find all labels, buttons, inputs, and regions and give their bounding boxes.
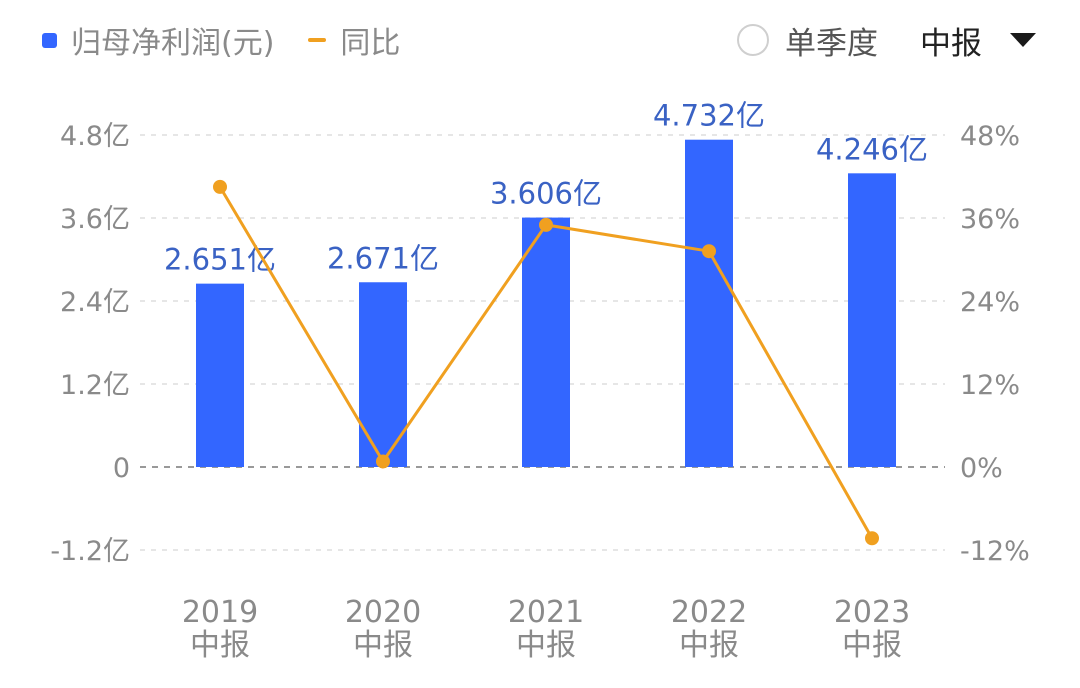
bar-series-swatch [42,32,57,48]
period-dropdown[interactable]: 中报 [920,18,1036,63]
x-category-label: 2019 [182,595,258,630]
period-dropdown-value: 中报 [920,25,982,62]
bar-data-label: 2.651亿 [164,243,276,277]
yoy-point [213,179,227,194]
caret-down-icon [1010,33,1036,47]
yoy-point [539,217,553,232]
x-category-label: 中报 [842,628,902,663]
legend-item-net-profit[interactable]: 归母净利润(元) [42,18,274,62]
y-left-tick-label: 4.8亿 [60,121,130,152]
single-quarter-label[interactable]: 单季度 [785,25,878,62]
bar [848,173,896,467]
y-right-tick-label: 36% [960,204,1020,235]
bar-data-label: 4.246亿 [816,132,928,166]
x-category-label: 2022 [671,595,747,630]
x-category-label: 2023 [834,595,910,630]
bar-data-label: 3.606亿 [490,177,602,211]
yoy-point [376,454,390,469]
bar-data-label: 4.732亿 [653,99,765,133]
legend-label-net-profit: 归母净利润(元) [71,26,275,61]
x-category-label: 2021 [508,595,584,630]
bar-data-label: 2.671亿 [327,241,439,275]
y-right-tick-label: 24% [960,287,1020,318]
bar [685,139,733,467]
chart-controls: 单季度 中报 [737,18,1036,62]
bar [196,283,244,467]
line-series-swatch [308,38,327,42]
x-category-label: 中报 [516,628,576,663]
y-right-tick-label: 0% [960,453,1003,484]
x-category-label: 中报 [190,628,250,663]
y-left-tick-label: 0 [113,453,130,484]
y-left-tick-label: 2.4亿 [60,287,130,318]
x-category-label: 2020 [345,595,421,630]
y-left-tick-label: 1.2亿 [60,370,130,401]
y-left-tick-label: 3.6亿 [60,204,130,235]
yoy-point [865,531,879,546]
bar [522,217,570,467]
x-category-label: 中报 [353,628,413,663]
y-right-tick-label: -12% [960,536,1030,567]
chart-legend: 归母净利润(元) 同比 [42,18,434,62]
y-right-tick-label: 12% [960,370,1020,401]
legend-item-yoy[interactable]: 同比 [308,18,400,62]
x-category-label: 中报 [679,628,739,663]
legend-label-yoy: 同比 [340,26,401,61]
yoy-point [702,244,716,259]
single-quarter-radio[interactable] [737,24,769,56]
y-left-tick-label: -1.2亿 [50,536,130,567]
y-right-tick-label: 48% [960,121,1020,152]
